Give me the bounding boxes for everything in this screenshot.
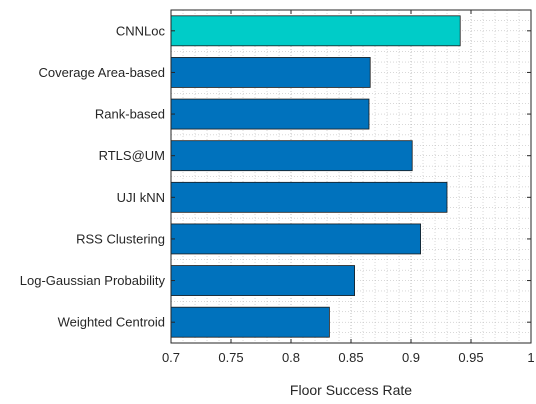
bar-weighted-centroid	[170, 306, 330, 338]
y-tick-label: UJI kNN	[117, 190, 165, 205]
x-tick-label: 1	[527, 350, 534, 365]
x-tick-label: 0.8	[282, 350, 300, 365]
bar-rtls-um	[170, 140, 413, 172]
y-tick-label: RTLS@UM	[99, 148, 165, 163]
x-tick-label: 0.75	[218, 350, 243, 365]
x-tick-label: 0.7	[162, 350, 180, 365]
bar-rss-clustering	[170, 223, 422, 255]
bar-rank-based	[170, 98, 370, 130]
x-axis-ticks: 0.7 0.75 0.8 0.85 0.9 0.95 1	[162, 10, 535, 365]
y-tick-label: Coverage Area-based	[39, 65, 165, 80]
y-tick-label: Rank-based	[95, 107, 165, 122]
bar-log-gaussian-probability	[170, 265, 356, 296]
bar-uji-knn	[170, 181, 448, 213]
y-tick-label: RSS Clustering	[76, 231, 165, 246]
x-tick-label: 0.9	[402, 350, 420, 365]
y-tick-label: CNNLoc	[116, 23, 166, 38]
bar-cnnloc	[170, 15, 461, 47]
y-tick-label: Log-Gaussian Probability	[20, 273, 166, 288]
y-axis-ticks: CNNLoc Coverage Area-based Rank-based RTLS@…	[20, 23, 531, 330]
bar-coverage-area-based	[170, 57, 371, 88]
y-tick-label: Weighted Centroid	[58, 315, 165, 330]
x-axis-title: Floor Success Rate	[290, 382, 412, 398]
bar-group	[170, 15, 461, 338]
x-tick-label: 0.85	[338, 350, 363, 365]
x-tick-label: 0.95	[458, 350, 483, 365]
